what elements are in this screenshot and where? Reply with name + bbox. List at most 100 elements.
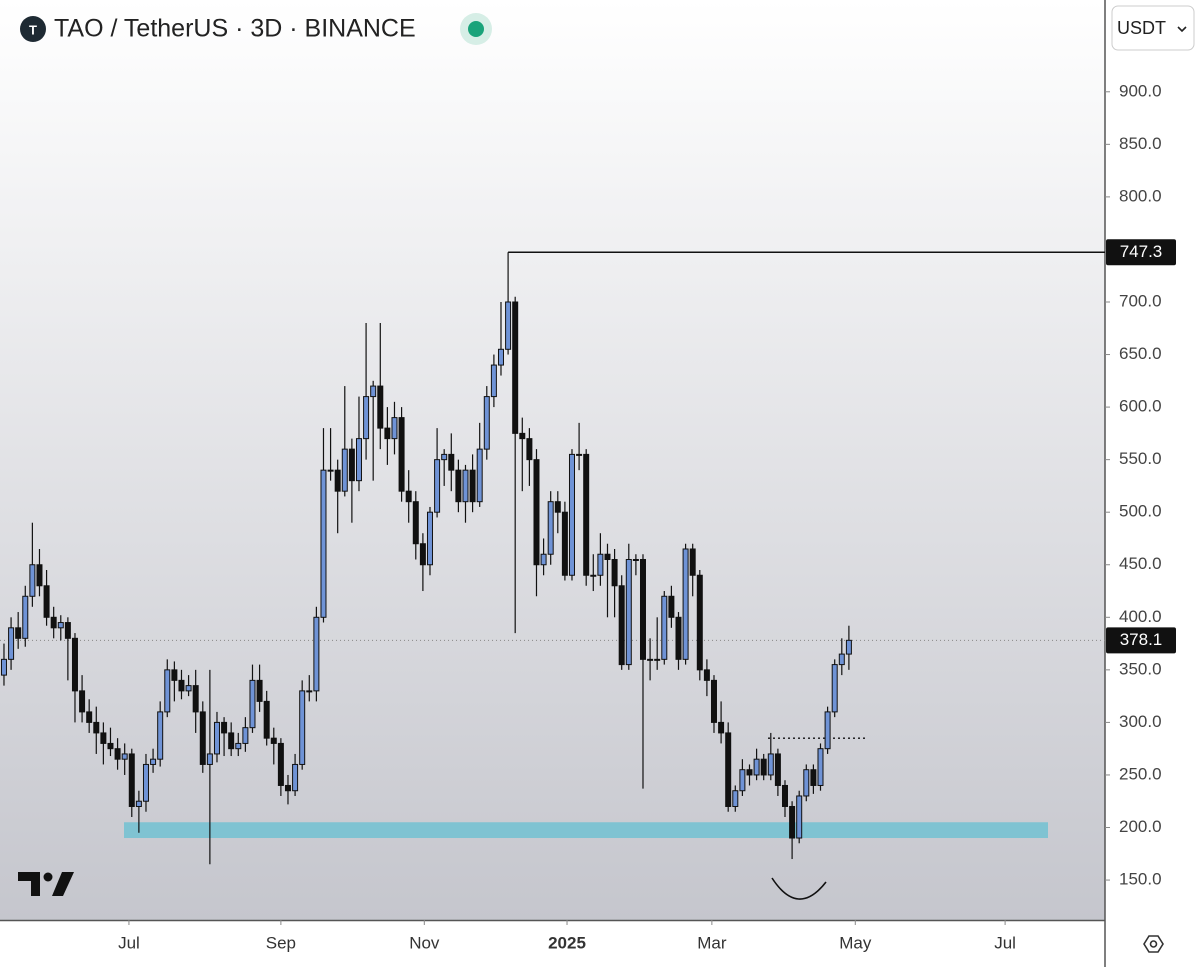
candle-body xyxy=(725,732,732,807)
y-tick-label: 850.0 xyxy=(1119,134,1162,153)
candle-body xyxy=(789,805,796,839)
x-tick-label: May xyxy=(839,933,872,952)
x-tick-label: Mar xyxy=(697,933,727,952)
candle-body xyxy=(803,769,810,797)
candle-body xyxy=(0,658,7,676)
candle-body xyxy=(100,732,107,744)
candle-body xyxy=(668,595,675,618)
candle-body xyxy=(213,721,220,755)
candle-body xyxy=(434,459,441,513)
candle-body xyxy=(235,742,242,750)
y-tick-label: 600.0 xyxy=(1119,397,1162,416)
candle-body xyxy=(192,685,199,713)
candle-body xyxy=(270,737,277,744)
candle-body xyxy=(611,558,618,587)
currency-label[interactable]: USDT xyxy=(1117,18,1166,38)
candle-body xyxy=(292,763,299,792)
candle-body xyxy=(164,669,171,713)
candle-body xyxy=(43,585,50,618)
candle-body xyxy=(341,448,348,492)
candle-body xyxy=(767,753,774,776)
candle-body xyxy=(497,348,504,366)
candle-body xyxy=(519,432,526,440)
candle-body xyxy=(703,669,710,681)
candle-body xyxy=(334,469,341,492)
high-price-label: 747.3 xyxy=(1120,242,1163,261)
y-tick-label: 500.0 xyxy=(1119,502,1162,521)
candle-body xyxy=(221,721,228,734)
candle-body xyxy=(327,469,334,472)
candle-body xyxy=(817,748,824,786)
candle-body xyxy=(263,700,270,739)
candle-body xyxy=(199,711,206,765)
candle-body xyxy=(121,753,128,760)
currency-caret[interactable] xyxy=(1177,26,1187,33)
y-tick-label: 300.0 xyxy=(1119,712,1162,731)
candle-body xyxy=(50,616,57,629)
candle-body xyxy=(71,637,78,692)
x-tick-label: Jul xyxy=(118,933,140,952)
time-axis-panel xyxy=(0,920,1105,967)
y-tick-label: 150.0 xyxy=(1119,870,1162,889)
symbol-logo: T xyxy=(20,16,46,42)
svg-text:T: T xyxy=(29,22,37,37)
y-tick-label: 700.0 xyxy=(1119,291,1162,310)
candle-body xyxy=(107,742,114,750)
plot-area xyxy=(0,251,1105,865)
y-tick-label: 900.0 xyxy=(1119,81,1162,100)
candle-body xyxy=(412,501,419,545)
y-tick-label: 200.0 xyxy=(1119,817,1162,836)
candle-body xyxy=(512,301,519,434)
candle-body xyxy=(469,469,476,503)
plot-background xyxy=(0,0,1105,920)
candle-body xyxy=(448,453,455,471)
candle-body xyxy=(710,679,717,723)
candle-body xyxy=(171,669,178,681)
status-dot xyxy=(468,21,484,37)
candle-body xyxy=(57,622,64,629)
y-tick-label: 800.0 xyxy=(1119,186,1162,205)
candle-body xyxy=(547,501,554,555)
candle-body xyxy=(838,653,845,666)
candle-body xyxy=(22,595,29,639)
candle-body xyxy=(142,763,149,802)
candle-body xyxy=(718,721,725,734)
candle-body xyxy=(348,448,355,482)
candle-body xyxy=(419,543,426,566)
candle-body xyxy=(114,748,121,760)
candle-body xyxy=(398,417,405,492)
candle-body xyxy=(185,685,192,692)
candle-body xyxy=(15,627,22,639)
candle-body xyxy=(150,758,157,765)
candle-body xyxy=(781,784,788,807)
candle-body xyxy=(583,453,590,576)
candle-body xyxy=(363,396,370,440)
candle-body xyxy=(561,511,568,576)
x-tick-label: Jul xyxy=(994,933,1016,952)
candle-body xyxy=(689,548,696,576)
candle-body xyxy=(661,595,668,660)
candle-body xyxy=(696,574,703,671)
candle-body xyxy=(36,564,43,587)
candle-body xyxy=(157,711,164,760)
y-tick-label: 350.0 xyxy=(1119,659,1162,678)
candle-body xyxy=(824,711,831,750)
currency-button[interactable] xyxy=(1111,5,1195,51)
settings-icon[interactable] xyxy=(1143,935,1164,953)
settings-icon-center[interactable] xyxy=(1149,940,1158,948)
candle-body xyxy=(313,616,320,692)
candle-body xyxy=(320,469,327,618)
candle-body xyxy=(86,711,93,723)
candle-body xyxy=(796,795,803,839)
candle-body xyxy=(682,548,689,660)
candle-body xyxy=(249,679,256,729)
candle-body xyxy=(590,574,597,577)
x-tick-label: Sep xyxy=(266,933,296,952)
chart-title: TAO / TetherUS · 3D · BINANCE xyxy=(54,15,416,43)
last-price-label-box xyxy=(1106,627,1176,654)
candle-body xyxy=(455,469,462,503)
y-tick-label: 400.0 xyxy=(1119,607,1162,626)
candle-body xyxy=(370,385,377,398)
candle-body xyxy=(526,438,533,461)
